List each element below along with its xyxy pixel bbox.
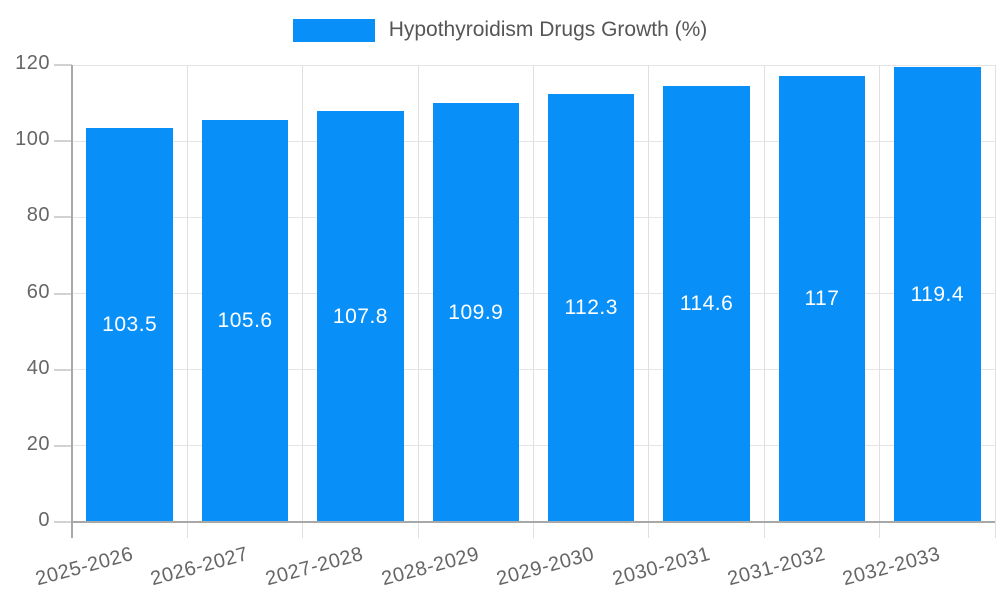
bar-value-label: 119.4 bbox=[910, 282, 965, 306]
bar-value-label: 114.6 bbox=[679, 291, 734, 315]
x-axis-line bbox=[72, 521, 995, 523]
y-axis-tick bbox=[54, 140, 72, 143]
bar[interactable]: 109.9 bbox=[432, 103, 520, 522]
bar-value-label: 112.3 bbox=[564, 296, 618, 320]
x-gridline bbox=[417, 65, 419, 538]
x-gridline bbox=[533, 65, 534, 538]
bar[interactable]: 117 bbox=[778, 76, 866, 522]
bar[interactable]: 112.3 bbox=[547, 94, 635, 522]
bar-value-label: 107.8 bbox=[332, 304, 388, 328]
legend-swatch bbox=[292, 18, 375, 42]
bar-value-label: 105.6 bbox=[217, 308, 273, 332]
chart-legend[interactable]: Hypothyroidism Drugs Growth (%) bbox=[0, 18, 1000, 42]
y-axis-tick-label: 120 bbox=[15, 52, 50, 74]
bar[interactable]: 103.5 bbox=[86, 127, 173, 522]
y-axis-tick bbox=[54, 368, 72, 371]
y-axis-tick bbox=[54, 292, 72, 295]
legend-label: Hypothyroidism Drugs Growth (%) bbox=[388, 18, 708, 41]
bar[interactable]: 105.6 bbox=[201, 119, 289, 522]
y-axis-tick-label: 80 bbox=[26, 204, 50, 227]
y-axis-tick bbox=[54, 444, 72, 447]
y-axis-tick bbox=[54, 64, 72, 66]
bar-value-label: 103.5 bbox=[102, 312, 158, 336]
y-axis-tick-label: 100 bbox=[15, 128, 50, 151]
x-gridline bbox=[302, 65, 304, 538]
y-axis-tick-label: 20 bbox=[26, 432, 50, 455]
y-axis-tick-label: 60 bbox=[26, 280, 50, 303]
bar[interactable]: 107.8 bbox=[317, 111, 404, 522]
y-axis-tick bbox=[54, 216, 72, 219]
y-axis-line bbox=[71, 65, 73, 538]
x-gridline bbox=[186, 65, 188, 538]
bar[interactable]: 114.6 bbox=[663, 85, 750, 522]
bar[interactable]: 119.4 bbox=[894, 67, 981, 522]
y-axis-tick-label: 0 bbox=[38, 509, 50, 531]
bar-value-label: 109.9 bbox=[448, 300, 504, 324]
x-gridline bbox=[879, 65, 881, 538]
y-axis-tick bbox=[54, 521, 72, 523]
y-axis-tick-label: 40 bbox=[26, 356, 50, 379]
x-gridline bbox=[648, 65, 650, 538]
x-gridline bbox=[763, 65, 765, 538]
bar-value-label: 117 bbox=[804, 287, 840, 311]
x-gridline bbox=[994, 65, 996, 538]
